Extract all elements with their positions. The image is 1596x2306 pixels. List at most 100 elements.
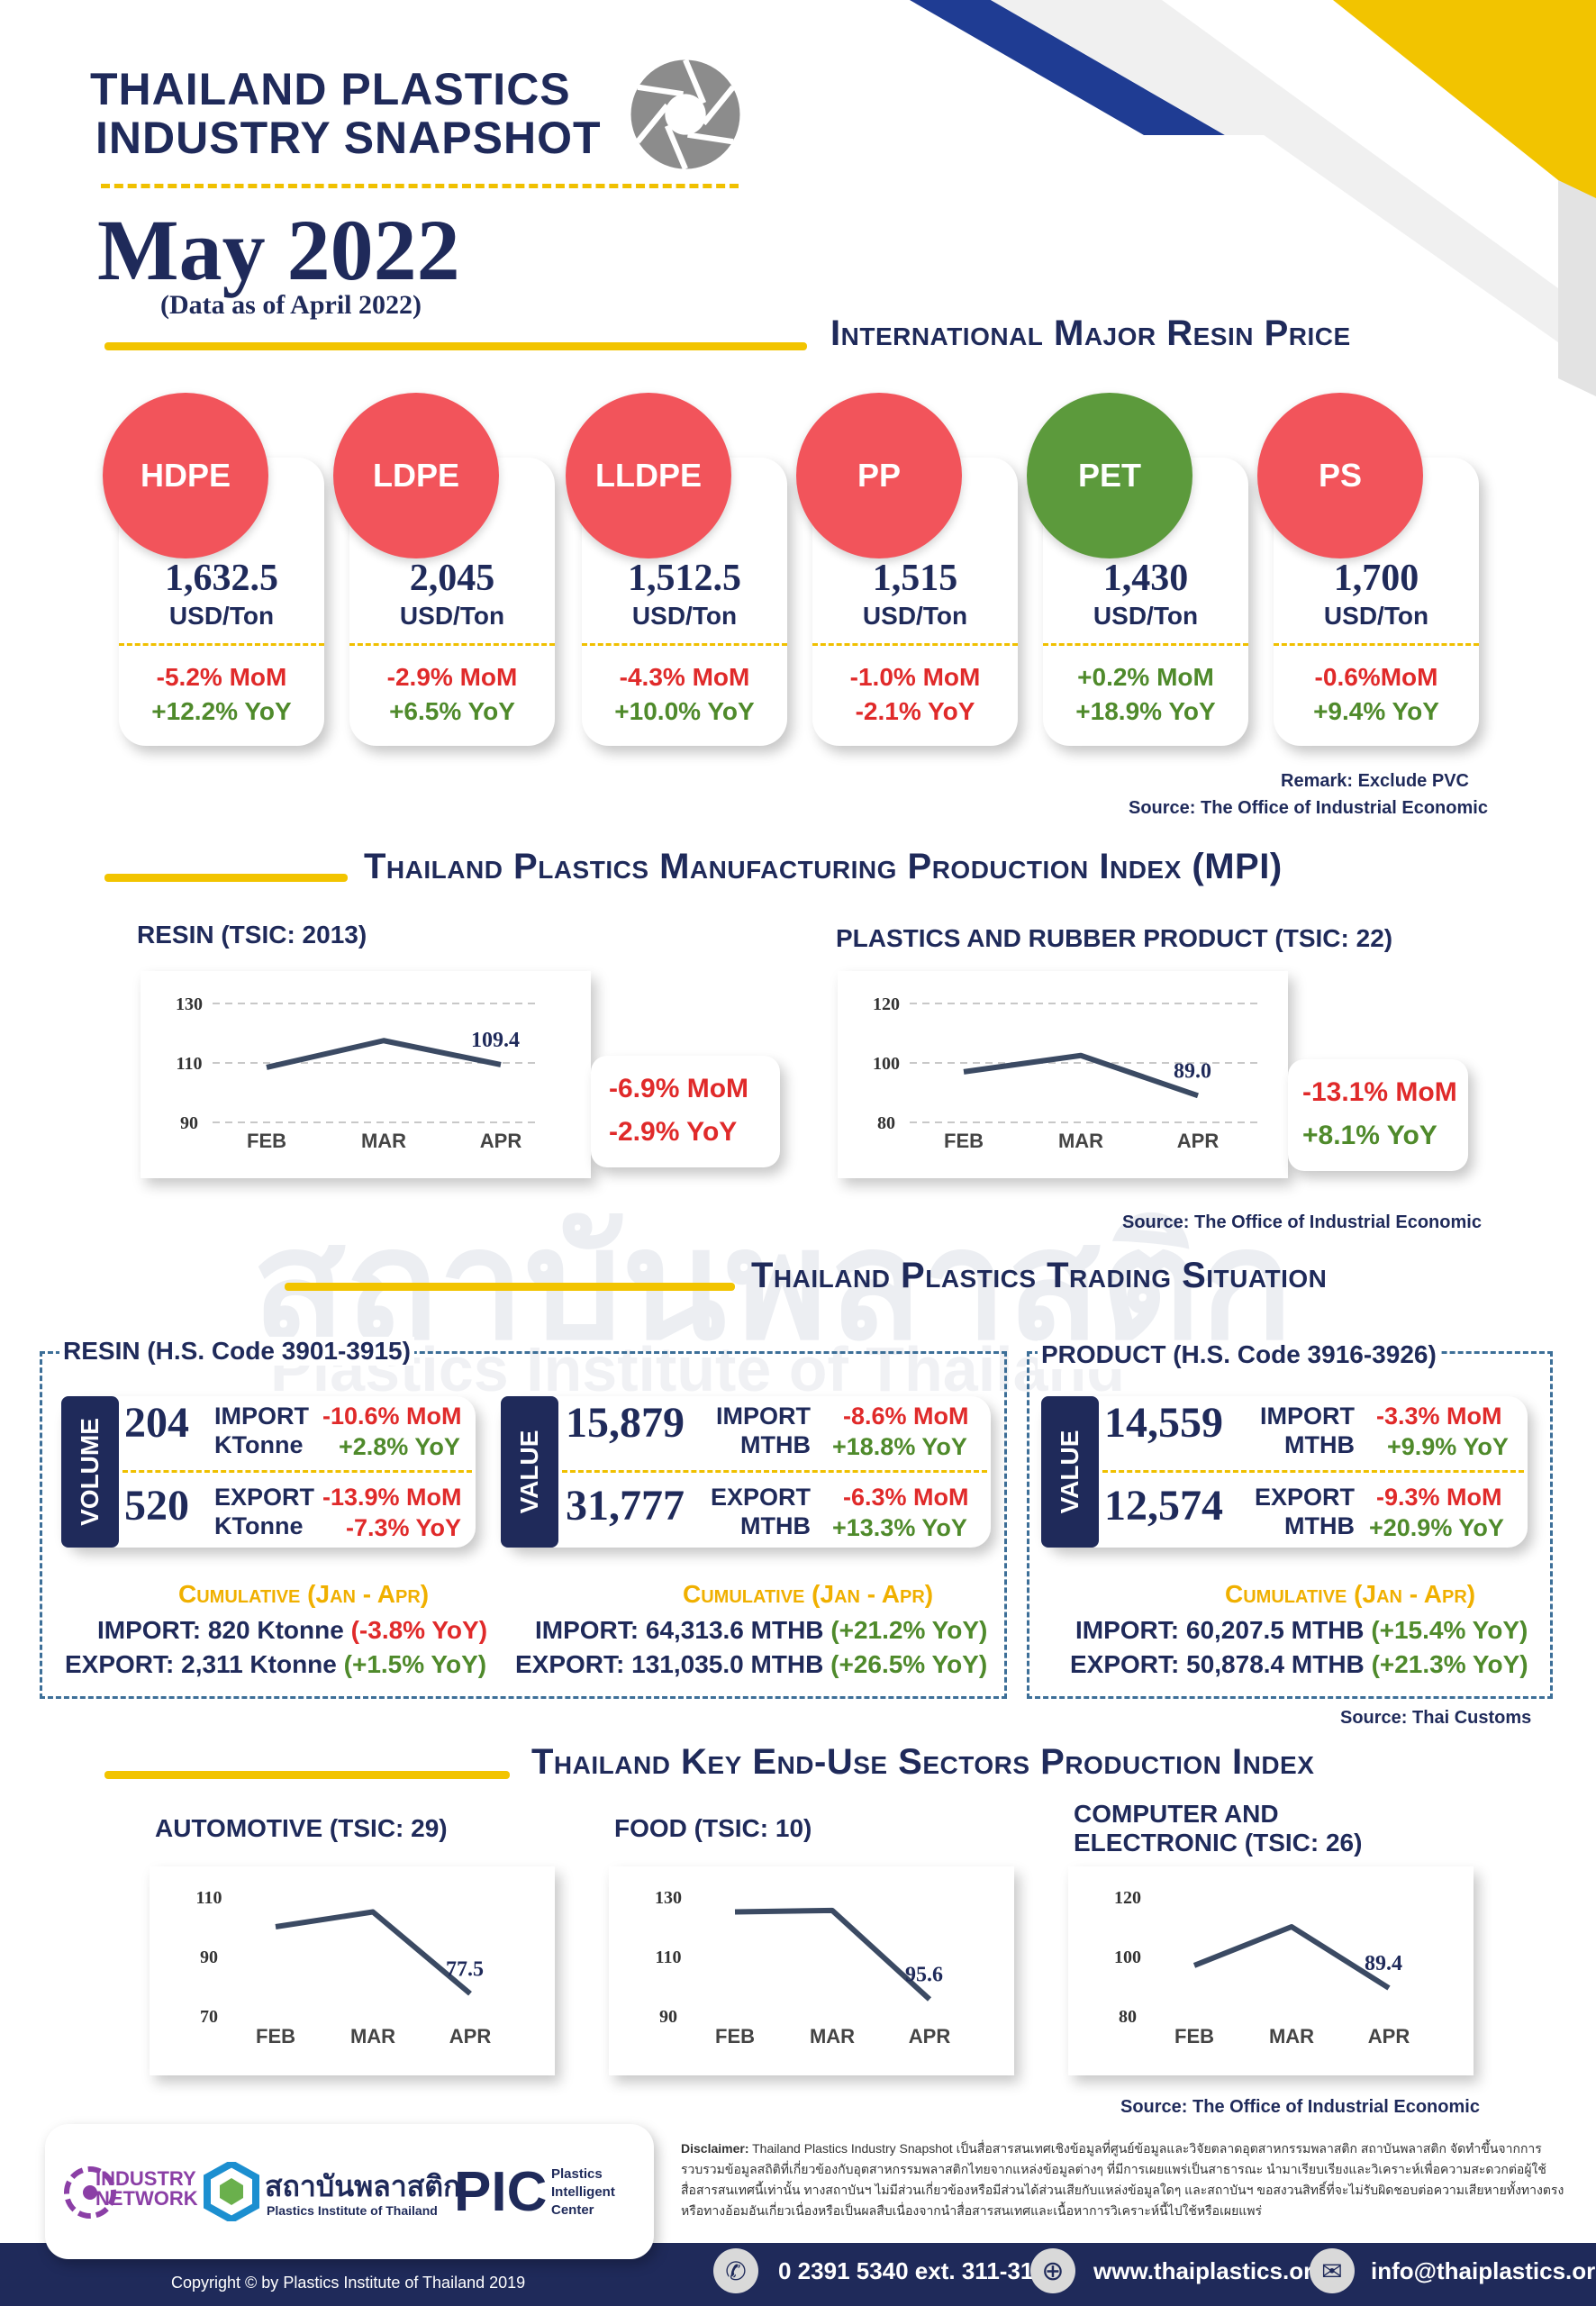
price-mom: -0.6%MoM <box>1314 663 1438 691</box>
email-link[interactable]: info@thaiplastics.org <box>1371 2257 1596 2284</box>
price-unit: USD/Ton <box>168 602 275 630</box>
resin-price-card: PS 1,700 USD/Ton -0.6%MoM +9.4% YoY <box>1257 393 1479 746</box>
resin-export-value-label: EXPORT MTHB <box>710 1484 811 1539</box>
globe-icon: ⊕ <box>1030 2248 1075 2293</box>
cumulative-title: Cumulative (Jan - Apr) <box>1225 1580 1476 1608</box>
plastics-institute-logo-thai: สถาบันพลาสติก <box>265 2170 461 2202</box>
price-unit: USD/Ton <box>1323 602 1429 630</box>
x-tick-label: APR <box>449 2025 492 2047</box>
card-divider <box>812 643 1018 646</box>
resin-import-volume-yoy: +2.8% YoY <box>339 1433 460 1460</box>
x-tick-label: FEB <box>247 1130 286 1152</box>
x-tick-label: FEB <box>1174 2025 1214 2047</box>
mail-icon: ✉ <box>1310 2248 1355 2293</box>
series-line <box>266 1038 502 1070</box>
y-tick-label: 130 <box>176 994 203 1014</box>
y-tick-label: 90 <box>659 2007 677 2027</box>
plastics-institute-logo-icon <box>204 2162 259 2221</box>
product-import-value-yoy: +9.9% YoY <box>1387 1433 1509 1460</box>
y-tick-label: 100 <box>1114 1947 1141 1967</box>
plastics-rubber-chart-title: PLASTICS AND RUBBER PRODUCT (TSIC: 22) <box>836 924 1393 952</box>
product-trading-title: PRODUCT (H.S. Code 3916-3926) <box>1038 1340 1440 1369</box>
data-label: 95.6 <box>905 1964 943 1987</box>
resin-import-volume-label: IMPORT KTonne <box>214 1403 309 1458</box>
series-line <box>963 1052 1199 1099</box>
resin-import-value-mom: -8.6% MoM <box>843 1403 969 1430</box>
price-yoy: +9.4% YoY <box>1313 697 1439 725</box>
price-yoy: +10.0% YoY <box>614 697 755 725</box>
y-tick-label: 90 <box>180 1113 198 1133</box>
x-tick-label: MAR <box>1058 1130 1103 1152</box>
corner-stripes-decoration <box>910 0 1596 396</box>
industry-network-icon <box>64 2166 116 2219</box>
resin-price: 1,632.5 <box>165 558 278 599</box>
price-unit: USD/Ton <box>399 602 505 630</box>
card-divider <box>1274 643 1479 646</box>
disclaimer: Disclaimer: Thailand Plastics Industry S… <box>681 2141 1564 2218</box>
pic-logo-text: Plastics Intelligent Center <box>551 2166 615 2218</box>
website-link[interactable]: www.thaiplastics.org <box>1093 2257 1328 2284</box>
y-tick-label: 90 <box>200 1947 218 1967</box>
x-tick-label: FEB <box>256 2025 295 2047</box>
x-tick-label: FEB <box>715 2025 755 2047</box>
title-line-2: INDUSTRY SNAPSHOT <box>95 113 602 163</box>
price-yoy: +12.2% YoY <box>151 697 292 725</box>
resin-trading-box <box>40 1351 1007 1699</box>
data-label: 89.4 <box>1365 1952 1402 1975</box>
cumulative-title: Cumulative (Jan - Apr) <box>683 1580 934 1608</box>
resin-import-value-label: IMPORT MTHB <box>716 1403 811 1458</box>
resin-type-badge: LLDPE <box>566 393 731 558</box>
cum-resin-volume-import: IMPORT: 820 Ktonne (-3.8% YoY) <box>97 1616 488 1644</box>
card-divider <box>582 643 787 646</box>
title-line-1: THAILAND PLASTICS <box>90 64 571 114</box>
resin-price: 1,515 <box>872 558 958 599</box>
x-tick-label: APR <box>1368 2025 1410 2047</box>
resin-chart-title: RESIN (TSIC: 2013) <box>137 921 367 949</box>
product-export-value-mom: -9.3% MoM <box>1376 1484 1502 1511</box>
price-yoy: -2.1% YoY <box>855 697 975 725</box>
y-tick-label: 100 <box>873 1054 900 1074</box>
price-unit: USD/Ton <box>1093 602 1199 630</box>
y-tick-label: 80 <box>1119 2007 1137 2027</box>
resin-export-value: 31,777 <box>566 1482 685 1530</box>
data-label: 89.0 <box>1174 1059 1211 1083</box>
end-use-source: Source: The Office of Industrial Economi… <box>1120 2097 1480 2117</box>
plastics-rubber-yoy: +8.1% YoY <box>1302 1121 1437 1150</box>
resin-price-card: PP 1,515 USD/Ton -1.0% MoM -2.1% YoY <box>796 393 1018 746</box>
resin-export-volume-mom: -13.9% MoM <box>322 1484 462 1511</box>
price-yoy: +6.5% YoY <box>389 697 515 725</box>
end-use-title: Thailand Key End-Use Sectors Production … <box>531 1742 1315 1782</box>
cum-resin-value-import: IMPORT: 64,313.6 MTHB (+21.2% YoY) <box>535 1616 988 1644</box>
resin-type-badge: PS <box>1257 393 1423 558</box>
resin-import-volume: 204 <box>124 1399 189 1447</box>
card-divider <box>349 643 555 646</box>
card-divider <box>119 643 324 646</box>
phone-icon: ✆ <box>713 2248 758 2293</box>
price-remark: Remark: Exclude PVC <box>1281 771 1469 791</box>
cum-product-value-import: IMPORT: 60,207.5 MTHB (+15.4% YoY) <box>1075 1616 1528 1644</box>
value-tab: VALUE <box>501 1396 558 1548</box>
plastics-rubber-chart-panel <box>838 971 1288 1178</box>
y-tick-label: 120 <box>1114 1888 1141 1908</box>
phone-number[interactable]: 0 2391 5340 ext. 311-313 <box>778 2257 1047 2284</box>
card-divider <box>1043 643 1248 646</box>
aperture-logo-icon <box>630 59 740 170</box>
resin-import-value: 15,879 <box>566 1399 685 1447</box>
resin-type-badge: PP <box>796 393 962 558</box>
resin-price-card: LDPE 2,045 USD/Ton -2.9% MoM +6.5% YoY <box>333 393 555 746</box>
series-line <box>1192 1924 1391 1991</box>
value-tab: VALUE <box>1041 1396 1099 1548</box>
price-unit: USD/Ton <box>862 602 968 630</box>
food-chart-title: FOOD (TSIC: 10) <box>614 1814 812 1842</box>
series-line <box>734 1907 932 2002</box>
y-tick-label: 110 <box>177 1054 203 1074</box>
resin-price: 2,045 <box>409 558 495 599</box>
x-tick-label: APR <box>1177 1130 1220 1152</box>
data-label: 109.4 <box>471 1029 520 1052</box>
report-month: May 2022 <box>97 202 460 298</box>
section-underline <box>104 342 807 350</box>
electronic-chart-panel <box>1068 1866 1474 2075</box>
industry-network-logo: INDUSTRY NETWORK <box>95 2167 198 2210</box>
trading-title: Thailand Plastics Trading Situation <box>751 1256 1328 1295</box>
card-divider <box>562 1470 987 1473</box>
